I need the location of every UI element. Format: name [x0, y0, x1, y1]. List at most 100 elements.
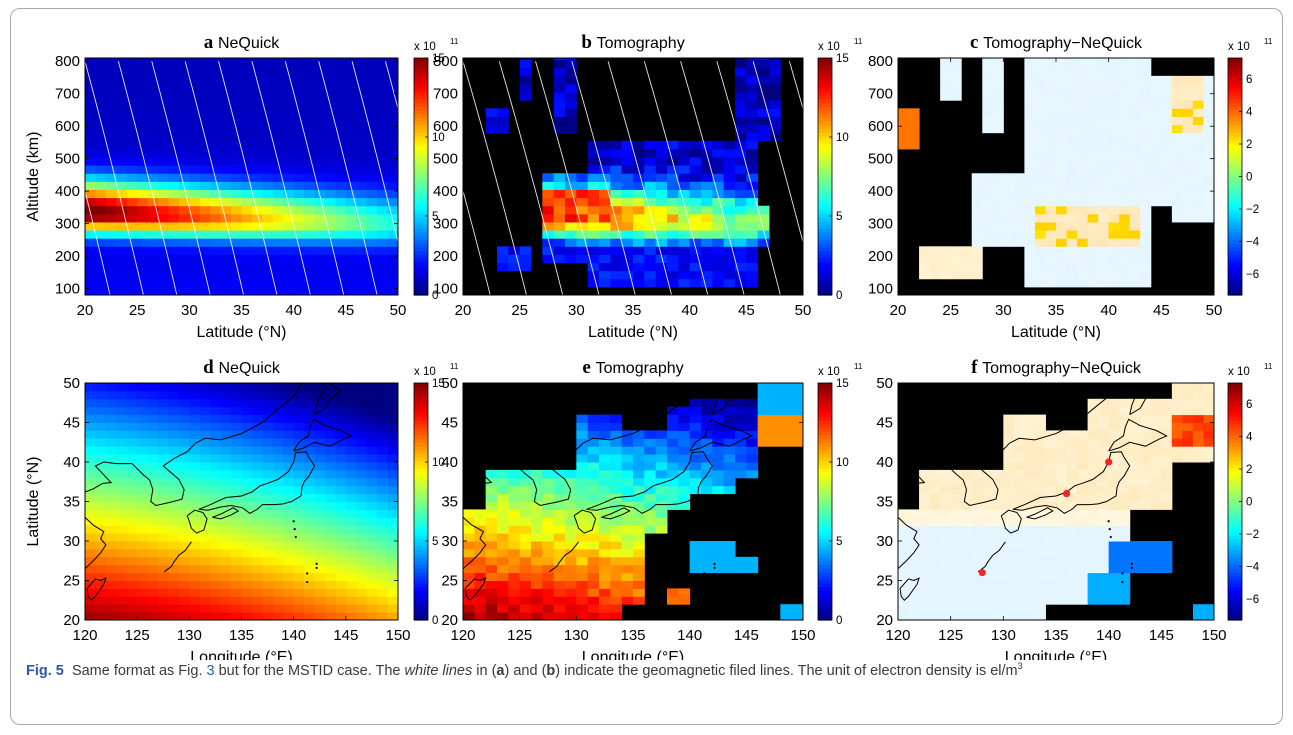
y-tick-label: 200	[433, 248, 458, 265]
heatmap-cell	[126, 238, 138, 247]
heatmap-cell	[689, 414, 702, 423]
heatmap-cell	[723, 422, 736, 431]
heatmap-cell	[982, 116, 994, 126]
heatmap-cell	[1192, 197, 1204, 207]
heatmap-cell	[1087, 596, 1099, 605]
heatmap-cell	[314, 580, 326, 589]
y-axis-label: Altitude (km)	[25, 132, 42, 222]
heatmap-cell	[565, 525, 577, 534]
heatmap-cell	[293, 580, 305, 589]
heatmap-cell	[644, 438, 657, 447]
heatmap-cell	[324, 230, 336, 239]
heatmap-cell	[1203, 124, 1214, 134]
heatmap-cell	[241, 132, 253, 142]
heatmap-cell	[220, 604, 232, 613]
heatmap-cell	[387, 92, 398, 101]
heatmap-cell	[126, 165, 138, 174]
heatmap-cell	[599, 438, 611, 447]
colorbar-segment	[1228, 464, 1242, 469]
heatmap-cell	[1077, 116, 1089, 126]
heatmap-cell	[1119, 197, 1131, 207]
heatmap-cell	[667, 140, 679, 150]
heatmap-cell	[189, 430, 201, 439]
heatmap-cell	[1129, 230, 1141, 239]
heatmap-cell	[1119, 430, 1131, 439]
heatmap-cell	[1119, 438, 1131, 447]
colorbar-segment	[1228, 605, 1242, 610]
heatmap-cell	[1192, 414, 1204, 423]
heatmap-cell	[780, 430, 793, 439]
heatmap-cell	[791, 414, 803, 423]
heatmap-cell	[272, 564, 284, 574]
heatmap-cell	[599, 588, 611, 597]
heatmap-cell	[147, 541, 159, 550]
heatmap-cell	[553, 580, 566, 589]
heatmap-cell	[1182, 383, 1194, 392]
heatmap-cell	[293, 58, 305, 61]
heatmap-cell	[531, 493, 543, 502]
heatmap-cell	[126, 148, 138, 158]
colorbar-segment	[1228, 165, 1242, 170]
heatmap-cell	[283, 100, 295, 109]
heatmap-cell	[356, 83, 368, 93]
heatmap-cell	[655, 477, 668, 487]
heatmap-cell	[126, 556, 138, 566]
heatmap-cell	[678, 438, 691, 447]
heatmap-cell	[137, 477, 149, 487]
heatmap-cell	[85, 414, 96, 423]
heatmap-cell	[1129, 67, 1141, 77]
heatmap-cell	[1056, 173, 1068, 182]
heatmap-cell	[971, 517, 983, 526]
heatmap-cell	[735, 246, 747, 255]
heatmap-cell	[1056, 596, 1068, 605]
heatmap-cell	[377, 612, 389, 620]
heatmap-cell	[178, 422, 190, 431]
heatmap-cell	[241, 596, 253, 605]
heatmap-cell	[576, 564, 589, 574]
heatmap-cell	[621, 238, 634, 247]
heatmap-cell	[971, 548, 983, 558]
heatmap-cell	[644, 238, 657, 247]
heatmap-cell	[1129, 92, 1141, 101]
heatmap-cell	[769, 58, 781, 61]
colorbar-segment	[414, 69, 428, 74]
heatmap-cell	[293, 612, 305, 620]
y-tick-label: 100	[868, 281, 893, 298]
heatmap-cell	[689, 181, 702, 190]
heatmap-cell	[251, 58, 263, 61]
heatmap-cell	[1119, 148, 1131, 158]
heatmap-cell	[929, 525, 941, 534]
heatmap-cell	[366, 83, 378, 93]
island-dot	[1107, 520, 1110, 523]
heatmap-cell	[137, 525, 149, 534]
heatmap-cell	[168, 173, 180, 182]
heatmap-cell	[919, 469, 931, 479]
heatmap-cell	[1066, 485, 1078, 495]
heatmap-cell	[508, 254, 521, 264]
heatmap-cell	[158, 58, 169, 61]
heatmap-cell	[1087, 485, 1099, 495]
heatmap-cell	[199, 286, 211, 295]
colorbar-segment	[1228, 139, 1242, 144]
heatmap-cell	[345, 230, 357, 239]
heatmap-cell	[919, 525, 931, 534]
y-tick-label: 40	[441, 454, 458, 471]
heatmap-cell	[210, 92, 222, 101]
heatmap-cell	[667, 414, 679, 423]
heatmap-cell	[1045, 533, 1057, 542]
heatmap-cell	[929, 493, 941, 502]
heatmap-cell	[519, 67, 532, 77]
heatmap-cell	[105, 278, 117, 288]
heatmap-cell	[576, 213, 589, 223]
heatmap-cell	[189, 100, 201, 109]
heatmap-cell	[1108, 75, 1120, 85]
heatmap-cell	[898, 108, 910, 117]
colorbar-tick-label: −2	[1246, 529, 1259, 541]
heatmap-cell	[1045, 572, 1057, 581]
heatmap-cell	[272, 509, 284, 518]
heatmap-cell	[387, 572, 398, 581]
caption-figure-ref[interactable]: 3	[206, 663, 215, 679]
heatmap-cell	[621, 588, 634, 597]
heatmap-cell	[262, 517, 274, 526]
panel-title: b Tomography	[581, 32, 684, 53]
